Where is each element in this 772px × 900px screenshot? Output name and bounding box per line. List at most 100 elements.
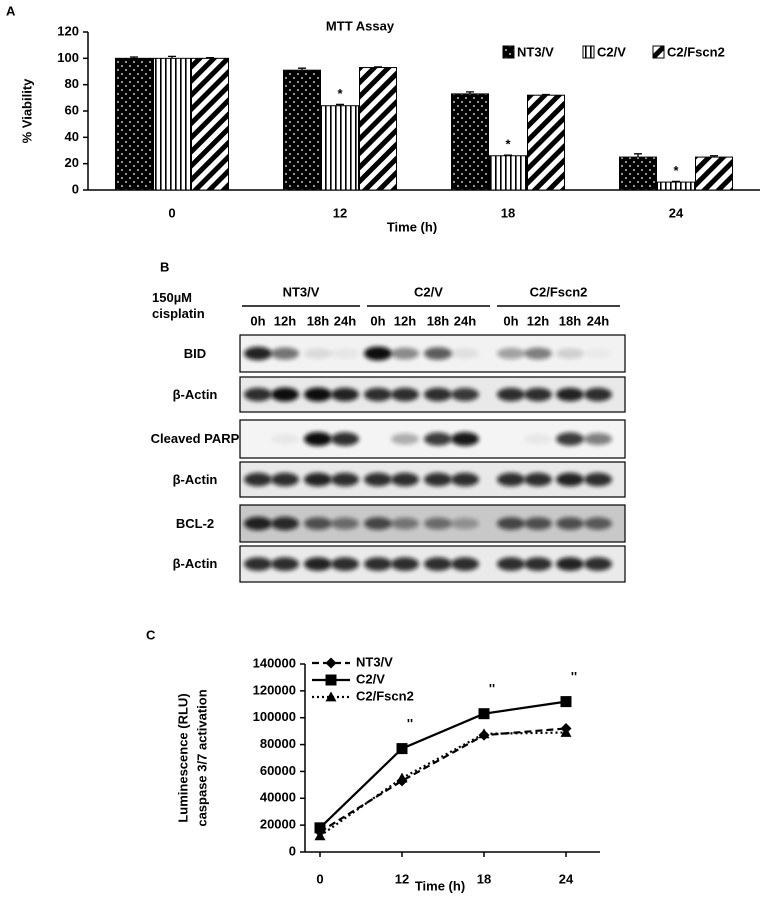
blot-band — [556, 472, 584, 487]
error-bar — [206, 57, 214, 59]
blot-band — [497, 557, 525, 571]
chart-title: MTT Assay — [326, 18, 395, 33]
error-bar — [672, 180, 680, 183]
bar — [115, 57, 153, 191]
blot-band — [497, 347, 525, 360]
blot-band — [271, 387, 299, 402]
significance-mark: * — [673, 163, 679, 178]
bar — [657, 181, 695, 191]
blot-band — [331, 517, 359, 530]
blot-band — [556, 517, 584, 530]
bar — [695, 156, 733, 191]
legend-label: C2/V — [356, 671, 385, 686]
blot-band — [556, 432, 584, 446]
bar — [283, 69, 321, 191]
marker — [314, 830, 326, 841]
blot-band — [364, 387, 392, 402]
y-tick-label: 0 — [289, 843, 296, 858]
blot-band — [391, 517, 419, 530]
lane-label: 24h — [334, 313, 356, 328]
marker — [314, 822, 326, 834]
blot-band — [524, 433, 552, 445]
bar — [359, 67, 397, 191]
y-tick-label: 80000 — [260, 736, 296, 751]
y-tick-label: 120000 — [253, 682, 296, 697]
blot-band — [331, 387, 359, 402]
panel-label: A — [6, 3, 16, 18]
blot-band — [364, 557, 392, 571]
row-label: BID — [183, 345, 207, 361]
bar — [451, 93, 489, 191]
y-tick-label: 120 — [57, 23, 79, 38]
blot-band — [424, 432, 452, 446]
row-label: β-Actin — [173, 387, 218, 402]
blot-band — [391, 472, 419, 487]
panel-label: C — [146, 627, 156, 642]
x-axis-label: Time (h) — [415, 878, 465, 893]
error-bar — [634, 153, 642, 158]
marker — [560, 726, 572, 737]
lane-label: 18h — [427, 313, 449, 328]
legend-swatch — [502, 45, 515, 59]
marker — [396, 743, 408, 755]
error-bar — [298, 67, 306, 71]
lane-label: 12h — [527, 313, 549, 328]
bar — [153, 57, 191, 191]
blot-band — [391, 387, 419, 402]
blot-band — [271, 557, 299, 571]
row-label-text: Cleaved PARP — [150, 431, 240, 446]
blot-band — [424, 472, 452, 487]
y-tick-label: 20 — [65, 155, 79, 170]
series-line — [319, 700, 567, 829]
legend-label: NT3/V — [356, 654, 393, 669]
x-tick-label: 24 — [559, 871, 574, 886]
error-bar — [130, 56, 138, 59]
y-tick-label: 100000 — [253, 709, 296, 724]
blot-band — [331, 432, 359, 446]
y-tick-label: 60000 — [260, 763, 296, 778]
blot-band — [331, 557, 359, 571]
row-label: Cleaved PARP — [150, 431, 240, 446]
blot-band — [424, 557, 452, 571]
y-tick-label: 140000 — [253, 655, 296, 670]
lane-label: 24h — [454, 313, 476, 328]
blot-band — [584, 348, 612, 358]
bar — [321, 105, 359, 191]
blot-band — [304, 517, 332, 530]
lane-label: 0h — [503, 313, 518, 328]
x-axis-label: Time (h) — [387, 219, 437, 234]
y-tick-label: 40000 — [260, 790, 296, 805]
legend-marker — [325, 674, 337, 686]
marker — [560, 696, 572, 708]
row-label: β-Actin — [173, 556, 218, 571]
blot-band — [244, 387, 272, 402]
bar — [489, 155, 527, 191]
blot-band — [424, 517, 452, 530]
row-label-text: BID — [183, 345, 207, 361]
lane-label: 18h — [307, 313, 329, 328]
blot-band — [331, 472, 359, 487]
significance-mark: * — [505, 137, 511, 152]
blot-band — [304, 472, 332, 487]
marker — [396, 772, 408, 783]
series-line — [319, 727, 567, 833]
error-bar — [336, 103, 344, 106]
blot-band — [364, 346, 392, 361]
bar — [191, 57, 229, 191]
legend-swatch — [652, 45, 665, 59]
blot-band — [497, 387, 525, 402]
significance-mark: '' — [407, 716, 413, 731]
error-bar — [466, 91, 474, 94]
blot-band — [304, 348, 332, 359]
row-label-text: BCL-2 — [175, 515, 215, 531]
bar — [527, 94, 565, 191]
lane-label: 18h — [559, 313, 581, 328]
x-tick-label: 0 — [168, 205, 175, 220]
blot-band — [524, 387, 552, 402]
row-label: BCL-2 — [175, 515, 215, 531]
blot-band — [584, 387, 612, 402]
blot-band — [524, 347, 552, 360]
blot-band — [304, 432, 332, 446]
marker — [478, 708, 490, 720]
blot-band — [451, 348, 479, 359]
